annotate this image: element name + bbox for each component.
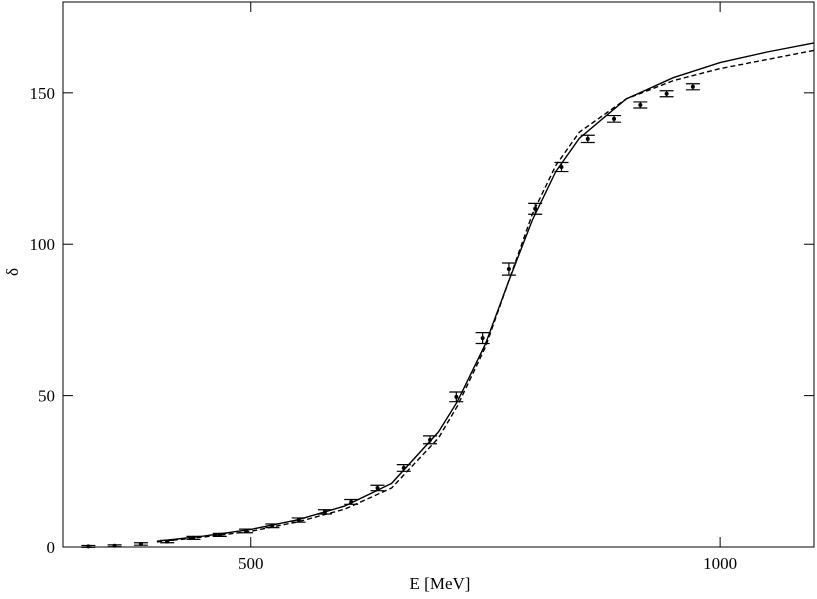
data-point (165, 539, 170, 544)
data-point (506, 267, 511, 272)
data-point (244, 528, 249, 533)
data-point (428, 437, 433, 442)
data-point (375, 485, 380, 490)
data-point (559, 165, 564, 170)
data-point (612, 116, 617, 121)
x-tick-label: 1000 (703, 554, 737, 573)
data-point (349, 499, 354, 504)
data-point (690, 84, 695, 89)
y-tick-label: 150 (30, 84, 56, 103)
data-point (454, 394, 459, 399)
data-point (401, 465, 406, 470)
data-point (217, 532, 222, 537)
y-tick-label: 0 (47, 538, 56, 557)
data-point (138, 541, 143, 546)
x-axis-label: E [MeV] (410, 574, 471, 593)
y-tick-label: 50 (38, 387, 55, 406)
data-point (112, 543, 117, 548)
y-axis-label: δ (3, 268, 22, 276)
data-point (322, 509, 327, 514)
data-point (191, 535, 196, 540)
data-point (86, 544, 91, 549)
data-point (664, 91, 669, 96)
data-point (585, 136, 590, 141)
curve (156, 42, 815, 542)
data-point (296, 518, 301, 523)
curve (156, 49, 815, 543)
y-tick-label: 100 (30, 235, 56, 254)
x-tick-label: 500 (238, 554, 264, 573)
data-point (270, 523, 275, 528)
data-point (480, 336, 485, 341)
data-point (638, 102, 643, 107)
plot-frame (62, 1, 815, 548)
data-point (533, 206, 538, 211)
